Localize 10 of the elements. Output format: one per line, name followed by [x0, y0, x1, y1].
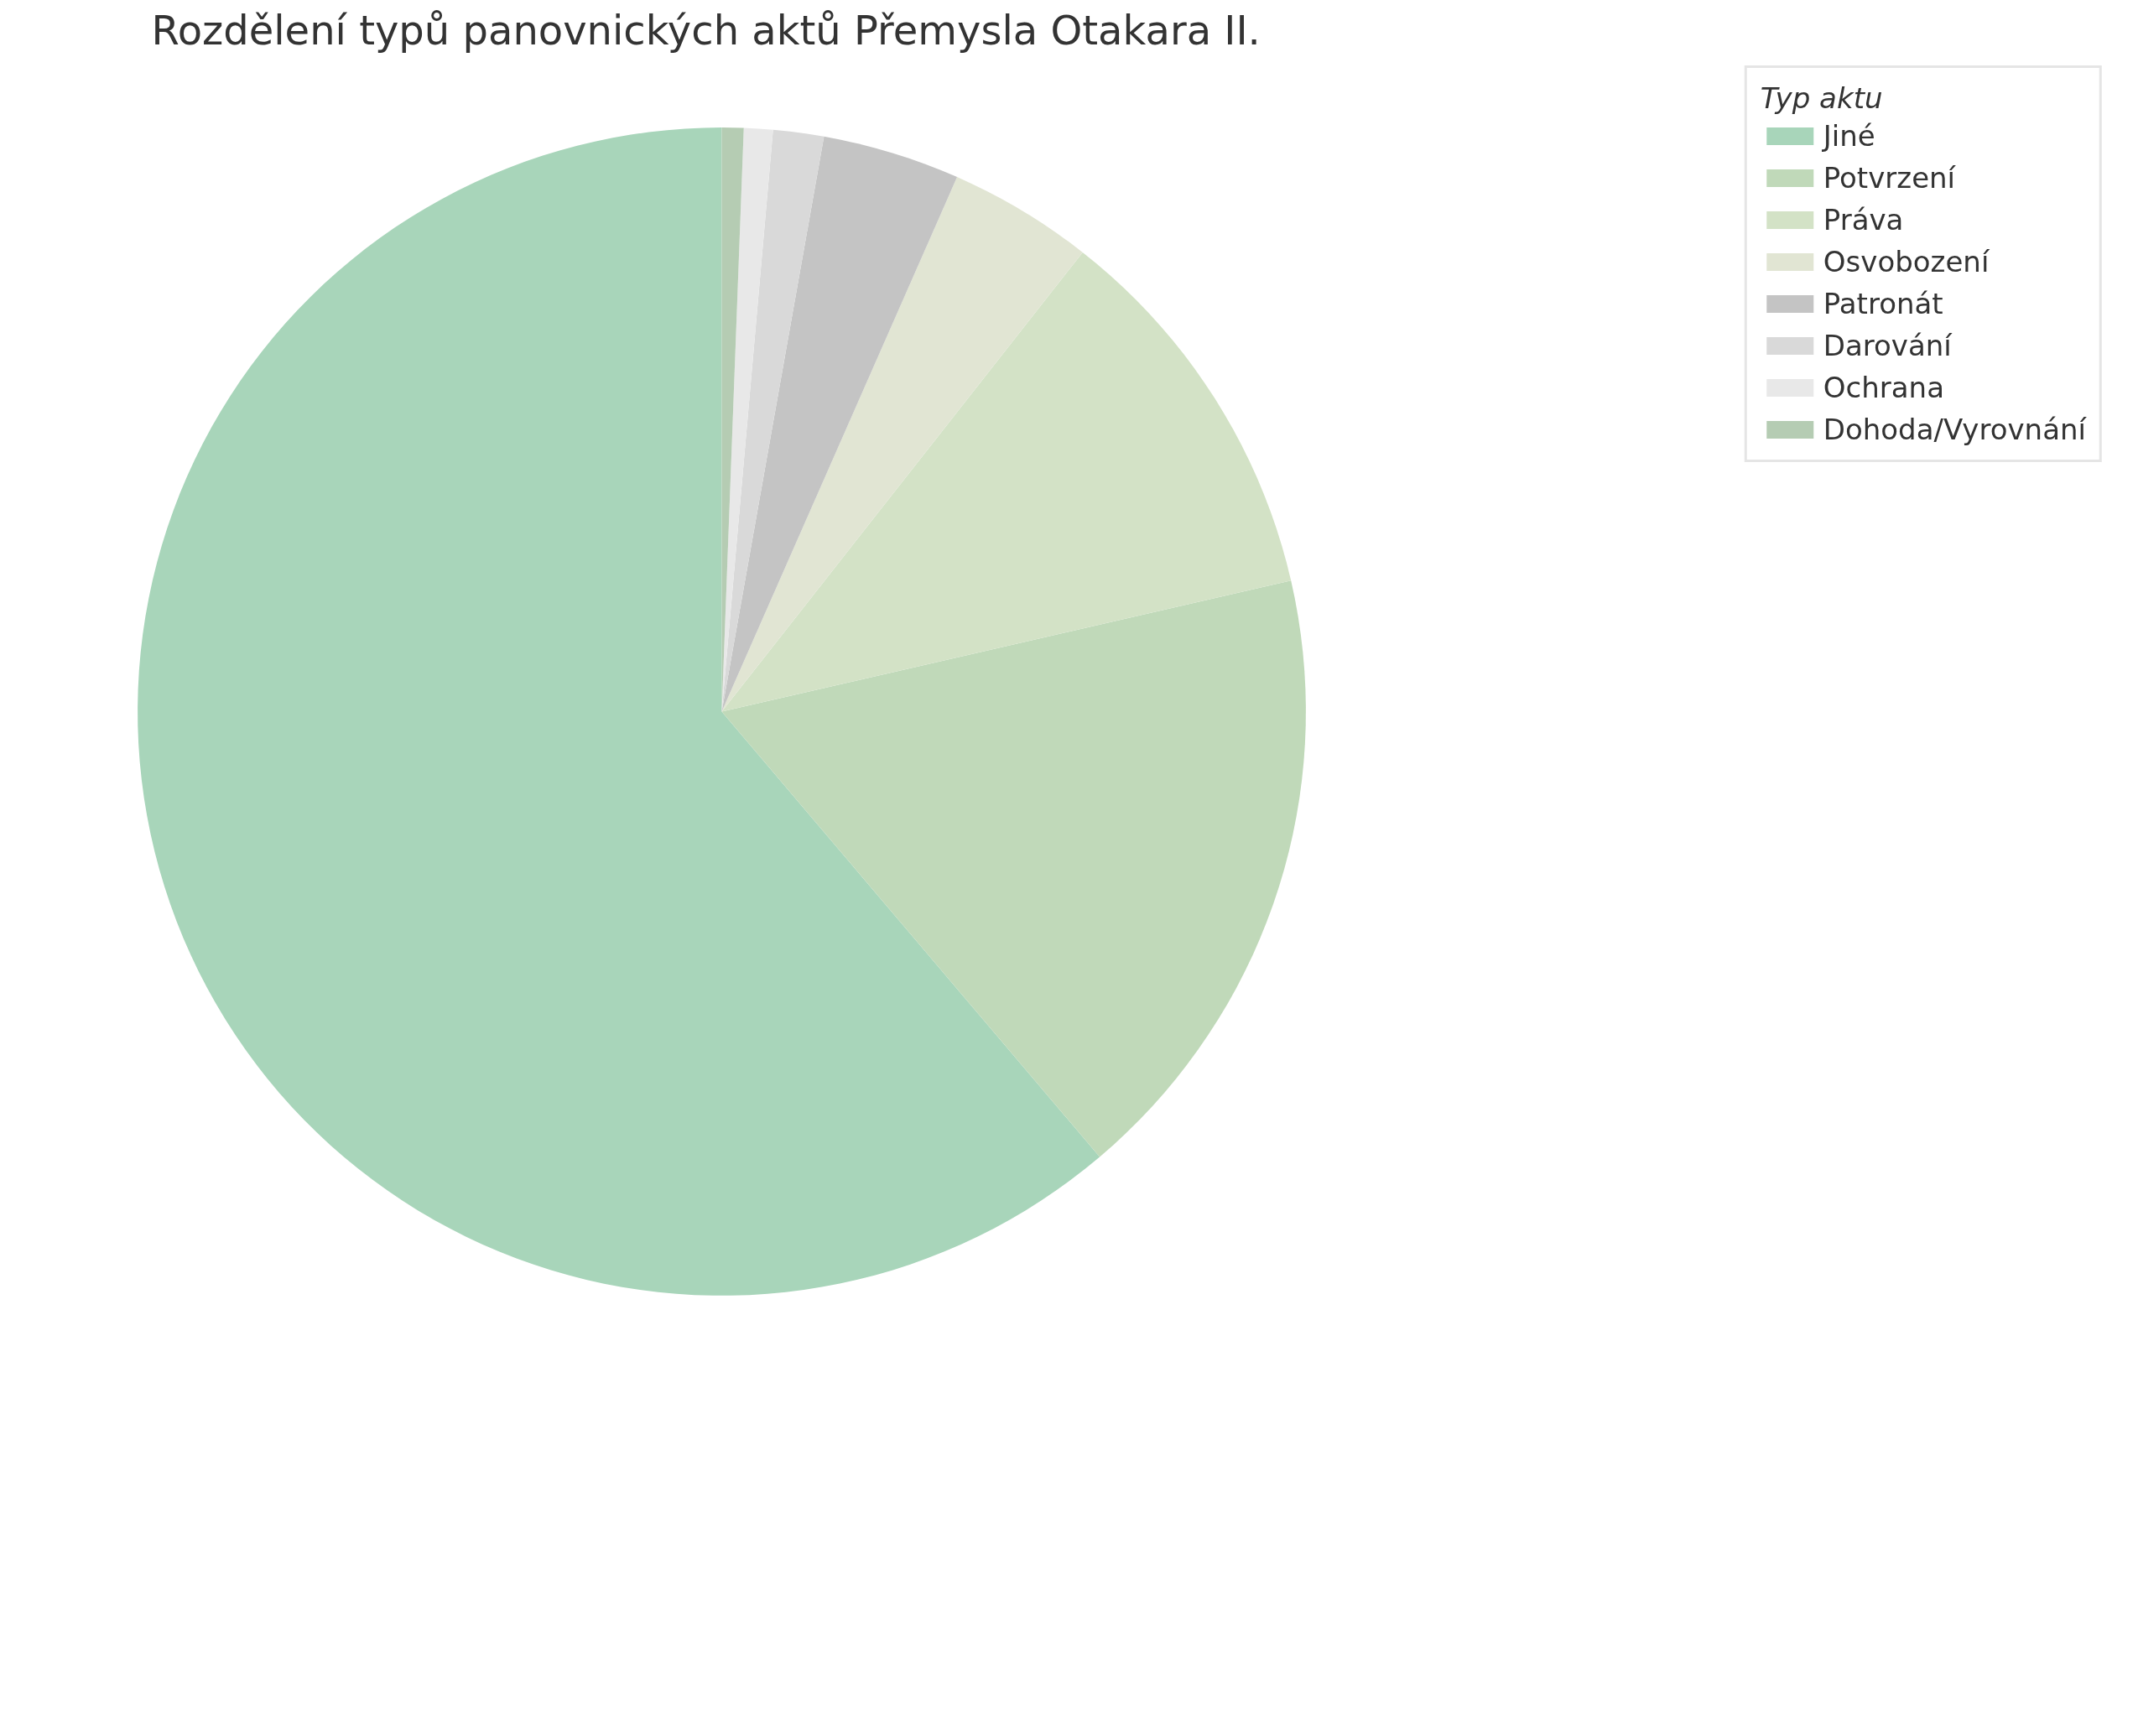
legend-label: Práva [1823, 203, 1904, 236]
legend-label: Darování [1823, 329, 1952, 362]
legend-title: Typ aktu [1760, 81, 1884, 115]
legend-label: Osvobození [1823, 245, 1990, 278]
legend-label: Potvrzení [1823, 161, 1956, 195]
legend-label: Patronát [1823, 287, 1943, 320]
chart-title: Rozdělení typů panovnických aktů Přemysla Otakara II. [151, 6, 1261, 54]
legend-label: Ochrana [1823, 371, 1944, 404]
legend-label: Jiné [1823, 119, 1875, 153]
legend-label: Dohoda/Vyrovnání [1823, 413, 2086, 446]
